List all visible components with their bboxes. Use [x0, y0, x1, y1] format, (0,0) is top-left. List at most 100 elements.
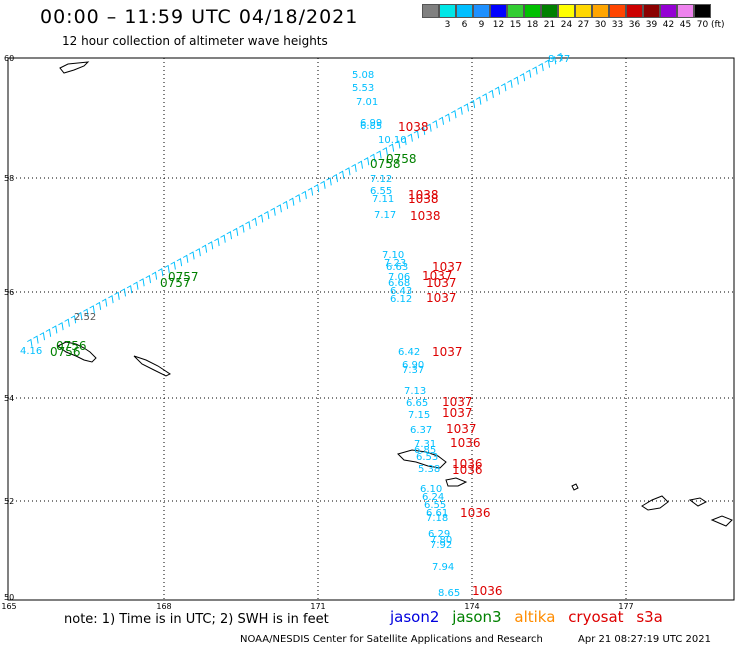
wave-height-value: 7.23 [384, 258, 406, 269]
cryosat-time-label: 1038 [410, 209, 441, 223]
cryosat-time-label: 1038 [408, 192, 439, 206]
wave-height-value: 6.53 [416, 452, 438, 463]
cryosat-time-label: 1038 [398, 120, 429, 134]
track-point: 7 [313, 183, 324, 196]
satellite-legend: jason2 jason3 altika cryosat s3a [390, 608, 671, 626]
scale-label: 24 [560, 20, 573, 30]
track-point: 7 [107, 294, 118, 307]
wave-height-value: 6.99 [360, 118, 382, 129]
scale-swatch [422, 4, 439, 18]
track-point: 7 [325, 176, 336, 189]
wave-height-value: 6.12 [390, 294, 412, 305]
wave-height-value: 5.53 [352, 83, 374, 94]
legend-cryosat: cryosat [568, 608, 624, 626]
wave-height-value: 6.37 [410, 425, 432, 436]
cryosat-time-label: 1036 [452, 463, 483, 477]
track-point: 7 [282, 200, 293, 213]
scale-label: 27 [577, 20, 590, 30]
track-point: 7 [406, 133, 417, 146]
lon-label: 171 [310, 602, 325, 611]
cryosat-time-label: 1037 [426, 276, 457, 290]
track-point: 7 [450, 109, 461, 122]
track-point: 7 [275, 203, 286, 216]
track-point: 7 [350, 163, 361, 176]
wave-height-value: 6.85 [414, 445, 436, 456]
track-point: 7 [444, 112, 455, 125]
coastline-island [710, 515, 733, 527]
north-values: 5.08 5.53 7.01 6.996.85 10.10 7.126.557.11 7.1… [352, 70, 407, 221]
track-point: 7 [519, 72, 530, 85]
graticule [8, 58, 734, 600]
track-point: 7 [494, 85, 505, 98]
wave-height-value: 10.10 [378, 135, 407, 146]
track-point: 7 [544, 59, 555, 72]
track-point: 7 [57, 321, 68, 334]
wave-height-value: 6.85 [360, 121, 382, 132]
track-point: 7 [438, 116, 449, 129]
wave-height-value: 7.12 [370, 174, 392, 185]
track-point: 7 [469, 99, 480, 112]
track-point: 7 [63, 318, 74, 331]
cryosat-time-label: 1037 [442, 406, 473, 420]
track-point: 7 [487, 89, 498, 102]
scale-swatch [592, 4, 609, 18]
track-point: 7 [26, 338, 37, 351]
wave-height-value: 7.17 [374, 210, 396, 221]
scale-label: 42 [662, 20, 675, 30]
mid-values: 7.107.236.637.066.686.436.12 [382, 250, 412, 305]
track-mid-value: 2.52 [74, 312, 96, 323]
scale-swatch [524, 4, 541, 18]
jason3-time-label: 0757 [168, 270, 199, 284]
cryosat-time-label: 1037 [432, 260, 463, 274]
scale-swatch [558, 4, 575, 18]
track-point: 7 [363, 156, 374, 169]
wave-height-value: 7.18 [426, 513, 448, 524]
wave-height-value: 6.55 [424, 500, 446, 511]
lat-label: 60 [4, 54, 14, 63]
track-point: 7 [537, 62, 548, 75]
coastline-island [641, 495, 669, 511]
wave-height-value: 6.90 [402, 360, 424, 371]
scale-swatch [626, 4, 643, 18]
color-scale-labels: 3 6 9 12 15 18 21 24 27 30 33 36 39 42 45 70 (ft) [422, 20, 732, 30]
cryosat-time-label: 1036 [452, 457, 483, 471]
track-point: 7 [500, 82, 511, 95]
coastline-island [59, 61, 90, 74]
scale-swatch [643, 4, 660, 18]
cryosat-time-label: 1037 [426, 291, 457, 305]
track-point: 7 [369, 153, 380, 166]
track-point: 7 [176, 257, 187, 270]
wave-height-value: 6.68 [388, 278, 410, 289]
coastline-island [397, 449, 447, 469]
coastline-island [571, 483, 579, 491]
legend-s3a: s3a [636, 608, 663, 626]
lat-label: 50 [4, 593, 14, 602]
wave-height-value: 7.37 [402, 365, 424, 376]
track-point: 7 [463, 102, 474, 115]
track-point: 7 [32, 334, 43, 347]
track-point: 7 [126, 284, 137, 297]
jason3-time-label: 0756 [56, 339, 87, 353]
track-point: 7 [506, 79, 517, 92]
track-point: 7 [344, 166, 355, 179]
scale-label: 9 [478, 20, 485, 30]
track-point: 7 [531, 65, 542, 78]
wave-height-value: 6.43 [390, 286, 412, 297]
jason3-time-label: 0758 [386, 152, 417, 166]
wave-height-value: 7.13 [404, 386, 426, 397]
color-scale-bar [422, 4, 732, 18]
legend-jason2: jason2 [390, 608, 440, 626]
cryosat-time-label: 1037 [446, 422, 477, 436]
coastlines [57, 61, 733, 527]
track-point: 7 [307, 186, 318, 199]
track-point: 7 [263, 210, 274, 223]
track-point: 7 [95, 301, 106, 314]
track-point: 7 [76, 311, 87, 324]
wave-height-value: 7.10 [382, 250, 404, 261]
wave-height-value: 7.92 [430, 540, 452, 551]
track-point: 7 [375, 149, 386, 162]
track-point: 7 [269, 207, 280, 220]
track-point: 7 [556, 52, 567, 65]
